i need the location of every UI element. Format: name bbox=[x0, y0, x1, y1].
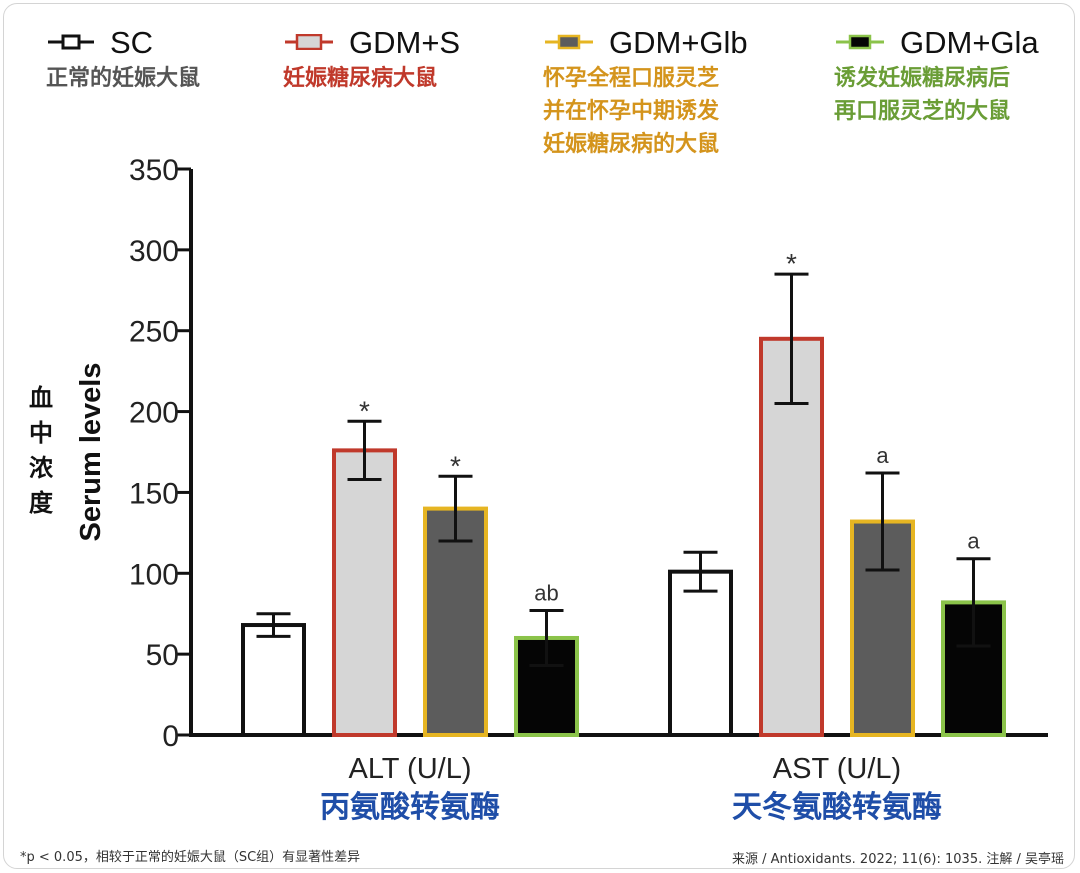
y-axis-label-cn-char: 中 bbox=[29, 419, 53, 447]
bar-gdm-glb-0 bbox=[423, 506, 488, 737]
legend-item-gdm-glb: GDM+Glb 怀孕全程口服灵芝 并在怀孕中期诱发 妊娠糖尿病的大鼠 bbox=[543, 22, 748, 161]
legend-label-sc: SC bbox=[110, 24, 154, 60]
legend-item-gdm-s: GDM+S 妊娠糖尿病大鼠 bbox=[283, 22, 460, 95]
significance-label: a bbox=[876, 443, 889, 468]
x-category-label-cn: 丙氨酸转氨酶 bbox=[320, 790, 500, 825]
significance-label: * bbox=[450, 450, 461, 481]
legend-label-gdm-gla: GDM+Gla bbox=[900, 24, 1039, 60]
y-tick-label: 0 bbox=[162, 720, 179, 753]
y-tick-label: 50 bbox=[146, 639, 179, 672]
legend-swatch-gdm-gla bbox=[836, 34, 884, 50]
significance-label: * bbox=[786, 248, 797, 279]
significance-label: ab bbox=[534, 580, 558, 605]
legend-item-gdm-gla: GDM+Gla 诱发妊娠糖尿病后 再口服灵芝的大鼠 bbox=[834, 22, 1039, 128]
y-axis-label-cn: 血中浓度 bbox=[26, 381, 56, 521]
legend-swatch-sc bbox=[48, 34, 94, 50]
y-tick-label: 300 bbox=[129, 235, 179, 268]
legend-item-sc: SC 正常的妊娠大鼠 bbox=[46, 22, 200, 95]
legend-desc-gdm-glb: 怀孕全程口服灵芝 并在怀孕中期诱发 妊娠糖尿病的大鼠 bbox=[543, 66, 720, 157]
legend-swatch-gdm-glb bbox=[545, 34, 593, 50]
legend-label-gdm-glb: GDM+Glb bbox=[609, 24, 748, 60]
y-tick-label: 100 bbox=[129, 558, 179, 591]
legend-desc-gdm-gla: 诱发妊娠糖尿病后 再口服灵芝的大鼠 bbox=[834, 66, 1011, 124]
y-tick-label: 200 bbox=[129, 397, 179, 430]
x-category-label-cn: 天冬氨酸转氨酶 bbox=[732, 790, 942, 825]
footnote: *p < 0.05，相较于正常的妊娠大鼠（SC组）有显著性差异 bbox=[20, 850, 361, 865]
y-axis-label-cn-char: 度 bbox=[29, 489, 53, 517]
source-credit: 来源 / Antioxidants. 2022; 11(6): 1035. 注解… bbox=[732, 852, 1064, 867]
y-axis-label: Serum levels bbox=[75, 363, 107, 542]
image-frame bbox=[3, 3, 1075, 869]
significance-label: * bbox=[359, 395, 370, 426]
y-axis-label-cn-char: 浓 bbox=[29, 454, 53, 482]
bar-sc-0 bbox=[241, 623, 306, 738]
x-category-label: ALT (U/L) bbox=[348, 753, 471, 785]
y-tick-label: 350 bbox=[129, 154, 179, 187]
x-category-label: AST (U/L) bbox=[773, 753, 901, 785]
legend-desc-gdm-s: 妊娠糖尿病大鼠 bbox=[283, 66, 438, 91]
legend-label-gdm-s: GDM+S bbox=[349, 24, 461, 60]
bar-sc-1 bbox=[668, 569, 733, 737]
y-axis-label-cn-char: 血 bbox=[29, 384, 53, 412]
y-tick-label: 150 bbox=[129, 477, 179, 510]
legend-swatch-gdm-s bbox=[285, 34, 333, 50]
legend-desc-sc: 正常的妊娠大鼠 bbox=[46, 66, 201, 91]
significance-label: a bbox=[967, 529, 980, 554]
y-tick-label: 250 bbox=[129, 316, 179, 349]
bar-gdm-s-0 bbox=[332, 448, 397, 737]
